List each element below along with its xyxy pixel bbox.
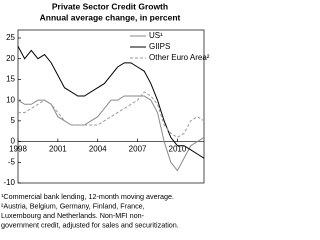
y-tick-label: -5: [8, 157, 16, 166]
footnote: government credit, adjusted for sales an…: [1, 220, 179, 229]
y-tick-label: -10: [3, 178, 15, 187]
footnote: Luxembourg and Netherlands. Non-MFI non-: [1, 211, 145, 220]
legend-label: US¹: [149, 31, 163, 40]
y-tick-label: 25: [6, 33, 15, 42]
legend-label: Other Euro Area²: [149, 53, 210, 62]
x-tick-label: 2001: [49, 145, 67, 154]
y-tick-label: 20: [6, 54, 15, 63]
x-tick-label: 2007: [129, 145, 147, 154]
footnote: ²Austria, Belgium, Germany, Finland, Fra…: [1, 201, 145, 210]
legend-label: GIIPS: [149, 42, 170, 51]
x-tick-label: 2010: [169, 145, 187, 154]
y-tick-label: 15: [6, 75, 15, 84]
footnote: ¹Commercial bank lending, 12-month movin…: [1, 192, 174, 201]
series-line: [17, 95, 205, 172]
y-tick-label: 10: [6, 95, 15, 104]
y-tick-label: 5: [11, 116, 16, 125]
x-tick-label: 2004: [89, 145, 107, 154]
chart-title: Private Sector Credit Growth: [52, 1, 168, 11]
series-line: [17, 46, 205, 159]
x-tick-label: 1998: [9, 145, 27, 154]
series-line: [18, 91, 205, 139]
y-tick-label: 0: [11, 137, 16, 146]
chart: Private Sector Credit Growth Annual aver…: [1, 1, 210, 229]
chart-subtitle: Annual average change, in percent: [40, 12, 181, 22]
plot-frame: [17, 29, 205, 184]
